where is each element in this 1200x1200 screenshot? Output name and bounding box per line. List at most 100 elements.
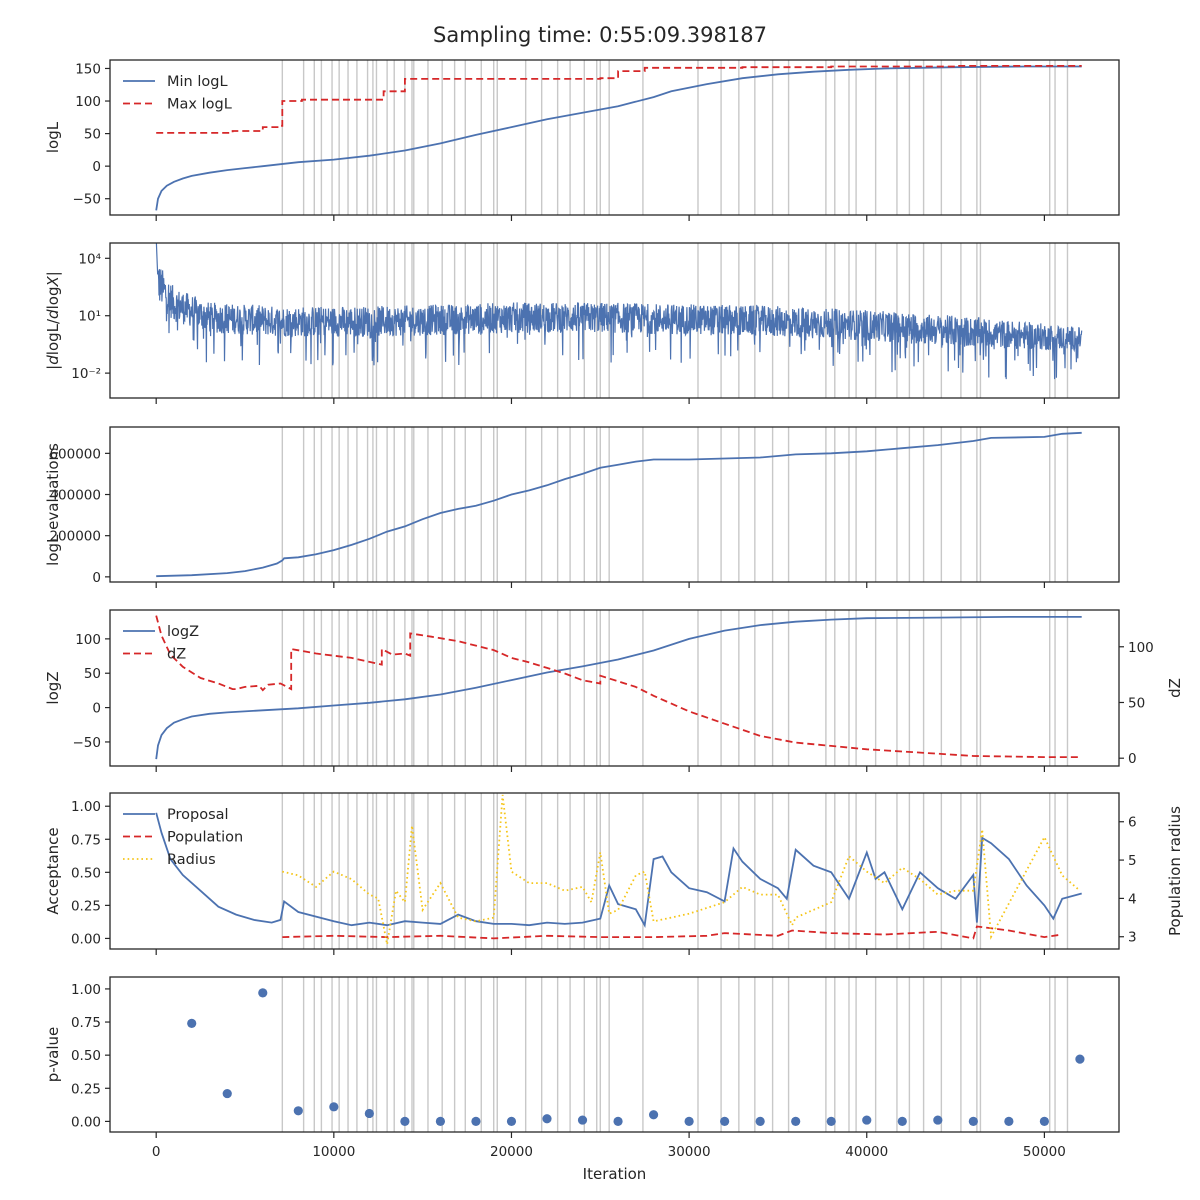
data-point (648, 1110, 659, 1120)
x-axis-label: Iteration (583, 1165, 647, 1183)
y-right-tick-label: 4 (1128, 891, 1137, 907)
panel-logZ: −50 0 50 100 0 50 100 logZ dZ logZ dZ (44, 609, 1184, 772)
panel-logL: −50 0 50 100 150 logL Min logL Max logL (44, 59, 1120, 221)
data-point (329, 1102, 339, 1112)
series-dz (155, 615, 1082, 758)
y-tick-label: 1.00 (71, 982, 101, 998)
data-point (720, 1116, 730, 1127)
y-tick-label: 0.25 (71, 1081, 101, 1097)
y-tick-label: 150 (75, 61, 101, 77)
data-point (187, 1018, 197, 1028)
axes-frame (109, 242, 1120, 399)
y-right-tick-label: 0 (1128, 751, 1137, 767)
data-point (364, 1108, 374, 1119)
data-point (1004, 1116, 1014, 1127)
y-tick-label: 400000 (49, 488, 101, 504)
data-point (258, 988, 268, 998)
y-tick-label: 0 (92, 159, 101, 175)
y-tick-label: 100 (75, 632, 101, 648)
axes-frame (109, 792, 1120, 950)
data-point (791, 1116, 801, 1127)
data-point (542, 1114, 552, 1124)
y-tick-label: 0.00 (71, 931, 101, 947)
legend-label: Radius (167, 852, 216, 868)
y-tick-label: 0.50 (71, 1048, 101, 1064)
x-tick-label: 0 (152, 1144, 161, 1160)
data-point (755, 1116, 765, 1127)
series-dlogL-0 (155, 243, 1083, 380)
y-tick-label: 0.75 (71, 1015, 101, 1031)
plot-area (155, 60, 1082, 215)
y-tick-label: 0 (92, 570, 101, 586)
panel-acceptance: 0.00 0.25 0.50 0.75 1.00 3 4 5 6 Acceptance Popula… (44, 792, 1184, 955)
plot-area (155, 793, 1082, 949)
data-point (897, 1116, 907, 1127)
y-tick-label: −50 (73, 735, 102, 751)
legend: Min logL Max logL (123, 74, 232, 113)
y-tick-label: 10⁻² (71, 366, 101, 382)
y-tick-label: 0.75 (71, 832, 101, 848)
plot-area (155, 610, 1082, 766)
data-point (435, 1116, 446, 1127)
y-tick-label: 0.00 (71, 1114, 101, 1130)
legend-label: Max logL (167, 97, 232, 113)
panel-dlogL: 10⁴ 10¹ 10⁻² |dlogL/dlogX| (44, 242, 1120, 404)
data-point (826, 1116, 836, 1127)
y-tick-label: 50 (84, 666, 101, 682)
y-tick-label: 1.00 (71, 799, 101, 815)
axes-frame (109, 426, 1120, 583)
y-axis-label: p-value (44, 1027, 62, 1083)
data-point (1075, 1054, 1085, 1064)
y-right-tick-label: 50 (1128, 695, 1145, 711)
y-tick-label: 10⁴ (78, 251, 101, 267)
y-right-tick-label: 6 (1128, 815, 1137, 831)
y-right-axis-label: dZ (1166, 678, 1184, 698)
y-tick-label: 0 (92, 701, 101, 717)
y-right-tick-label: 100 (1128, 640, 1154, 656)
y-tick-label: 50 (84, 127, 101, 143)
figure-title: Sampling time: 0:55:09.398187 (433, 23, 767, 47)
y-tick-label: 0.50 (71, 865, 101, 881)
y-tick-label: 200000 (49, 529, 101, 545)
data-point (222, 1088, 232, 1099)
legend-label: Min logL (167, 74, 228, 90)
data-point (471, 1116, 481, 1127)
y-axis-label: |dlogL/dlogX| (44, 271, 62, 370)
series-logz (155, 616, 1082, 760)
x-tick-label: 40000 (845, 1144, 888, 1160)
series-max-logl (156, 65, 1082, 134)
series-pvalue-0 (187, 988, 1085, 1127)
y-axis-label: logL (44, 121, 62, 153)
y-tick-label: 0.25 (71, 898, 101, 914)
data-point (862, 1115, 872, 1125)
legend: Proposal Population Radius (123, 807, 243, 868)
y-tick-label: 600000 (49, 446, 101, 462)
data-point (1039, 1116, 1049, 1127)
y-axis-label: logZ (44, 671, 62, 704)
data-point (613, 1116, 623, 1127)
x-tick-label: 30000 (668, 1144, 711, 1160)
data-point (293, 1106, 303, 1116)
y-tick-label: 100 (75, 94, 101, 110)
panel-pvalue: 0.00 0.25 0.50 0.75 1.00 0 10000 20000 30000 4000… (44, 976, 1120, 1183)
data-point (506, 1116, 517, 1127)
y-axis-label: Acceptance (44, 827, 62, 914)
series-evaluations-0 (156, 431, 1082, 578)
y-axis-label: logL evaluations (44, 443, 62, 566)
x-tick-label: 50000 (1023, 1144, 1066, 1160)
legend-label: Proposal (167, 807, 229, 823)
y-tick-label: −50 (73, 192, 102, 208)
x-tick-label: 20000 (490, 1144, 533, 1160)
y-right-axis-label: Population radius (1166, 806, 1184, 936)
axes-frame (109, 609, 1120, 767)
legend: logZ dZ (123, 624, 199, 663)
axes-frame (109, 59, 1120, 216)
plot-area (187, 977, 1085, 1132)
plot-area (156, 427, 1082, 582)
data-point (400, 1116, 410, 1127)
data-point (684, 1116, 694, 1127)
data-point (968, 1116, 978, 1127)
